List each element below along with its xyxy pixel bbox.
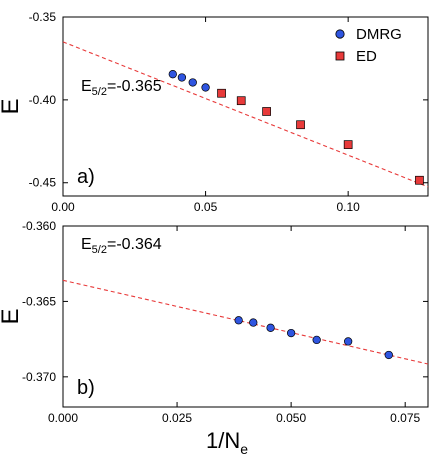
data-point-dmrg	[168, 70, 177, 79]
panel-a-y-axis-label: E	[0, 98, 24, 114]
panel-a-data-points	[168, 70, 424, 185]
panel-a-label: a)	[77, 166, 95, 188]
panel-a-annotation: E5/2=-0.365	[81, 78, 162, 98]
data-point-dmrg	[312, 335, 321, 345]
data-point-ed	[415, 175, 424, 185]
data-point-ed	[262, 107, 271, 116]
legend-dmrg-label: DMRG	[356, 26, 402, 43]
data-point-ed	[343, 140, 353, 149]
panel-a-legend: DMRG ED	[335, 26, 402, 65]
panel-a-annotation-subscript: 5/2	[92, 86, 107, 98]
data-point-dmrg	[177, 73, 187, 82]
panel-a-annotation-symbol: E	[81, 78, 92, 95]
panel-b-data-points	[234, 316, 393, 360]
panel-b-annotation: E5/2=-0.364	[81, 236, 162, 256]
y-tick-label: -0.365	[22, 294, 56, 308]
panel-a: 0.000.050.10-0.35-0.40-0.45 E a) E5/2=-0…	[0, 10, 429, 214]
data-point-ed	[296, 120, 305, 130]
panel-b-ticks: 0.000 0.025 0.050 0.075 -0.360 -0.365 -0.370	[22, 219, 428, 425]
panel-a-fit-line	[62, 41, 429, 188]
x-axis-label: 1/Ne	[206, 428, 248, 457]
x-tick-label: 0.05	[194, 200, 218, 214]
data-point-ed	[236, 96, 246, 106]
fit-line	[62, 279, 429, 365]
x-tick-label: 0.075	[390, 411, 420, 425]
panel-b-fit-line	[62, 279, 429, 365]
legend-dmrg-marker	[335, 29, 345, 39]
y-tick-label: -0.45	[29, 176, 57, 190]
x-tick-label: 0.025	[162, 411, 192, 425]
panel-a-frame	[62, 16, 429, 197]
data-point-dmrg	[266, 323, 275, 332]
panel-b-annotation-symbol: E	[81, 236, 92, 253]
x-axis-label-main: 1/N	[206, 428, 240, 453]
data-point-dmrg	[384, 350, 393, 360]
x-tick-label: 0.00	[51, 200, 75, 214]
legend-ed-marker	[335, 51, 345, 61]
data-point-dmrg	[344, 337, 353, 346]
data-point-dmrg	[188, 78, 197, 87]
panel-b-frame	[62, 225, 429, 408]
panel-a-ticks: 0.00 0.05 0.10 -0.35 -0.40 -0.45	[29, 10, 428, 214]
legend-ed-label: ED	[356, 48, 377, 65]
panel-b-label: b)	[77, 377, 95, 399]
panel-b-annotation-subscript: 5/2	[92, 244, 107, 256]
fit-line	[62, 41, 429, 188]
panel-b-y-axis-label: E	[0, 308, 24, 324]
panel-a-annotation-value: =-0.365	[107, 78, 162, 95]
data-point-dmrg	[249, 318, 258, 327]
data-point-dmrg	[201, 83, 210, 92]
y-tick-label: -0.35	[29, 10, 57, 24]
y-tick-label: -0.360	[22, 219, 56, 233]
data-point-dmrg	[234, 316, 243, 325]
y-tick-label: -0.370	[22, 370, 56, 384]
data-point-ed	[217, 88, 226, 98]
x-axis-label-subscript: e	[240, 441, 248, 457]
panel-b: 0.000 0.025 0.050 0.075 -0.360 -0.365 -0.370 E…	[0, 219, 429, 457]
x-tick-label: 0.050	[276, 411, 306, 425]
panel-b-annotation-value: =-0.364	[107, 236, 162, 253]
y-tick-label: -0.40	[29, 93, 57, 107]
x-tick-label: 0.000	[48, 411, 78, 425]
data-point-dmrg	[286, 328, 296, 338]
x-tick-label: 0.10	[336, 200, 360, 214]
